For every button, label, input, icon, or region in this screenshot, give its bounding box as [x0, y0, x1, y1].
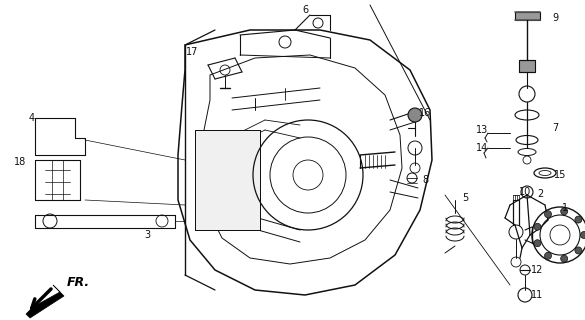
Circle shape	[575, 247, 582, 254]
Text: 1: 1	[562, 203, 568, 213]
Text: 16: 16	[419, 108, 431, 118]
Circle shape	[580, 231, 585, 238]
Text: 18: 18	[14, 157, 26, 167]
Text: 8: 8	[422, 175, 428, 185]
Circle shape	[545, 252, 552, 259]
Circle shape	[534, 223, 541, 230]
Text: 11: 11	[531, 290, 543, 300]
Text: 4: 4	[29, 113, 35, 123]
Circle shape	[545, 211, 552, 218]
Circle shape	[408, 108, 422, 122]
Text: 14: 14	[476, 143, 488, 153]
Circle shape	[575, 216, 582, 223]
Text: 17: 17	[186, 47, 198, 57]
Text: 2: 2	[537, 189, 543, 199]
Text: 3: 3	[144, 230, 150, 240]
Circle shape	[534, 240, 541, 247]
Text: 5: 5	[462, 193, 468, 203]
Text: 15: 15	[554, 170, 566, 180]
Text: 7: 7	[552, 123, 558, 133]
Polygon shape	[195, 130, 260, 230]
Polygon shape	[515, 12, 540, 20]
Circle shape	[560, 255, 567, 262]
Text: 6: 6	[302, 5, 308, 15]
Text: 9: 9	[552, 13, 558, 23]
Circle shape	[560, 208, 567, 215]
Text: FR.: FR.	[67, 276, 90, 290]
Text: 10: 10	[519, 187, 531, 197]
Text: 12: 12	[531, 265, 543, 275]
Polygon shape	[26, 285, 64, 318]
Text: 13: 13	[476, 125, 488, 135]
Polygon shape	[519, 60, 535, 72]
